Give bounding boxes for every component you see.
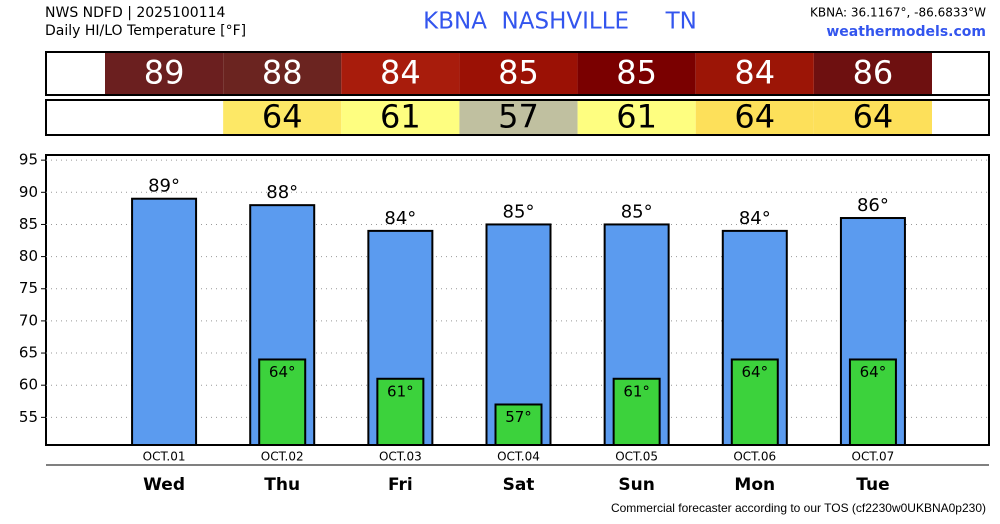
- strip-cell: [341, 101, 460, 134]
- strip-value: 61: [380, 98, 421, 136]
- y-tick-label: 85: [19, 215, 38, 233]
- lo-bar: [612, 377, 661, 447]
- strip-value: 86: [853, 54, 894, 92]
- value-label: 86°: [857, 195, 889, 216]
- coords: KBNA: 36.1167°, -86.6833°W: [810, 6, 986, 20]
- date-label: OCT.07: [852, 450, 895, 464]
- day-label: Fri: [388, 475, 413, 495]
- value-label: 64°: [269, 363, 296, 381]
- footer: Commercial forecaster according to our T…: [611, 501, 986, 515]
- strip-value: 84: [380, 54, 421, 92]
- lo-strip-frame: [45, 99, 990, 136]
- strip-value: 88: [262, 54, 303, 92]
- day-label: Wed: [143, 475, 185, 495]
- strip-cell: [695, 53, 814, 94]
- strip-value: 64: [734, 98, 775, 136]
- value-label: 89°: [148, 176, 180, 197]
- strip-cell: [223, 101, 342, 134]
- value-label: 85°: [621, 201, 653, 222]
- y-tick-label: 70: [19, 311, 38, 329]
- y-tick-label: 65: [19, 344, 38, 362]
- hi-bar: [131, 197, 198, 446]
- day-label: Sun: [618, 475, 654, 495]
- strip-value: 84: [734, 54, 775, 92]
- day-label: Mon: [734, 475, 775, 495]
- lo-bar: [848, 358, 897, 447]
- date-label: OCT.02: [261, 450, 304, 464]
- subtitle: Daily HI/LO Temperature [°F]: [45, 23, 246, 39]
- day-label: Thu: [264, 475, 300, 495]
- lo-bar: [494, 403, 543, 446]
- strip-value: 89: [144, 54, 185, 92]
- value-label: 84°: [739, 208, 771, 229]
- lo-bar: [258, 358, 307, 447]
- strip-cell: [813, 101, 932, 134]
- site[interactable]: weathermodels.com: [826, 24, 986, 40]
- title: NWS NDFD | 2025100114: [45, 5, 226, 21]
- value-label: 64°: [860, 363, 887, 381]
- strip-value: 85: [498, 54, 539, 92]
- strip-cell: [577, 101, 696, 134]
- strip-value: 85: [616, 54, 657, 92]
- station: KBNA NASHVILLE TN: [423, 9, 697, 35]
- strip-cell: [459, 53, 578, 94]
- date-label: OCT.06: [733, 450, 776, 464]
- value-label: 88°: [266, 182, 298, 203]
- value-label: 64°: [741, 363, 768, 381]
- strip-cell: [223, 53, 342, 94]
- strip-value: 61: [616, 98, 657, 136]
- y-tick-label: 80: [19, 247, 38, 265]
- strip-cell: [341, 53, 460, 94]
- y-tick-label: 60: [19, 376, 38, 394]
- y-tick-label: 75: [19, 279, 38, 297]
- lo-bar: [376, 377, 425, 447]
- day-label: Sat: [503, 475, 535, 495]
- strip-cell: [695, 101, 814, 134]
- value-label: 61°: [387, 382, 414, 400]
- value-label: 85°: [503, 201, 535, 222]
- date-label: OCT.04: [497, 450, 540, 464]
- strip-cell: [813, 53, 932, 94]
- y-tick-label: 95: [19, 151, 38, 169]
- y-tick-label: 90: [19, 183, 38, 201]
- date-label: OCT.05: [615, 450, 658, 464]
- value-label: 57°: [505, 408, 532, 426]
- date-label: OCT.01: [143, 450, 186, 464]
- hi-strip-frame: [45, 51, 990, 96]
- strip-cell: [459, 101, 578, 134]
- lo-bar: [730, 358, 779, 447]
- y-tick-label: 55: [19, 408, 38, 426]
- strip-value: 64: [853, 98, 894, 136]
- value-label: 61°: [623, 382, 650, 400]
- day-label: Tue: [856, 475, 889, 495]
- value-label: 84°: [384, 208, 416, 229]
- strip-cell: [577, 53, 696, 94]
- strip-cell: [105, 53, 224, 94]
- date-label: OCT.03: [379, 450, 422, 464]
- strip-value: 64: [262, 98, 303, 136]
- strip-value: 57: [498, 98, 539, 136]
